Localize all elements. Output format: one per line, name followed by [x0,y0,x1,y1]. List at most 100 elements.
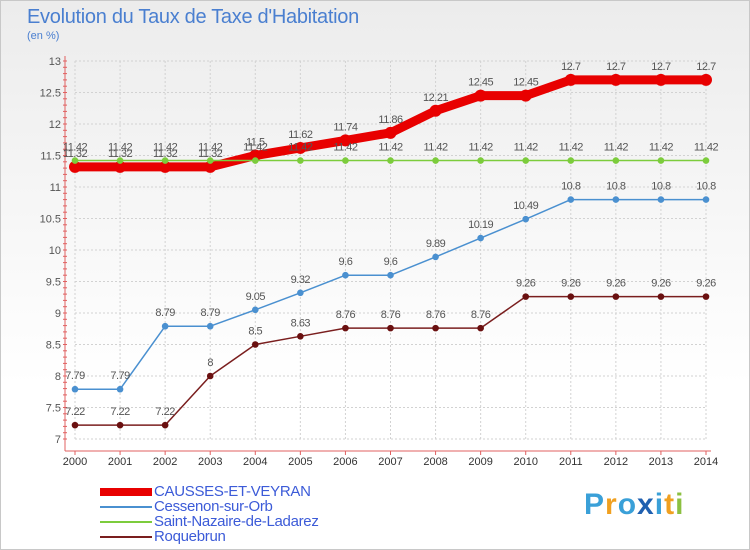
data-label: 12.45 [468,77,493,89]
data-point [567,293,575,300]
chart-title: Evolution du Taux de Taxe d'Habitation [27,6,359,28]
x-tick-label: 2003 [198,456,222,468]
data-point [657,196,665,203]
logo-letter: i [675,488,685,521]
data-point [161,322,169,330]
data-point [206,157,214,164]
series-roquebrun [71,293,710,429]
logo-letter: r [605,488,618,521]
data-label: 7.22 [155,406,175,418]
chart-unit-label: (en %) [27,30,60,42]
data-point [206,322,214,330]
data-label: 11.42 [198,142,223,154]
data-point [432,157,439,164]
legend-swatch [100,536,152,538]
data-point [339,134,352,147]
data-label: 11.32 [153,148,178,160]
data-point [384,126,397,139]
legend-label: CAUSSES-ET-VEYRAN [154,483,311,500]
data-label: 9.26 [606,278,626,290]
data-label: 11.42 [63,142,88,154]
data-point [474,89,487,102]
data-label: 11.42 [108,142,133,154]
data-label: 11.62 [288,129,313,141]
data-point [657,293,665,300]
data-point [567,157,575,164]
data-label: 11.42 [153,142,178,154]
data-point [477,234,484,242]
data-label: 9.32 [291,274,311,286]
data-point [116,385,124,393]
data-label: 8.79 [201,307,221,319]
data-label: 9.26 [696,278,716,290]
data-label: 8.76 [336,309,356,321]
logo-letter: P [584,488,606,521]
data-label: 9.6 [384,256,398,268]
data-label: 11.42 [514,142,539,154]
y-tick-label: 11 [50,182,61,194]
legend-swatch [100,488,152,496]
y-tick-label: 12 [49,119,61,131]
data-label: 8.63 [291,317,311,329]
data-label: 11.32 [198,148,223,160]
data-point [702,293,710,300]
data-label: 7.79 [65,370,85,382]
x-tick-label: 2009 [468,456,492,468]
x-tick-label: 2002 [153,456,177,468]
y-tick-label: 8 [55,371,61,383]
data-label: 9.05 [246,291,266,303]
x-tick-label: 2007 [378,456,402,468]
series-causses-et-veyran [69,73,712,173]
data-point [294,141,307,154]
data-point [654,73,667,86]
y-tick-label: 8.5 [46,340,61,352]
data-point [519,89,532,102]
legend-label: Cessenon-sur-Orb [154,498,273,515]
data-label: 10.19 [468,219,493,231]
data-point [297,157,304,164]
data-point [657,157,665,164]
data-point [522,215,530,223]
y-tick-label: 9 [55,308,61,320]
data-label: 11.32 [108,148,133,160]
data-label: 10.8 [696,181,716,193]
data-point [69,160,81,173]
data-label: 11.32 [63,148,88,160]
y-tick-label: 7.5 [46,403,61,415]
series-cessenon-sur-orb [71,196,710,393]
proxiti-logo: Proxiti [584,488,684,522]
data-point [522,157,530,164]
data-point [522,293,530,300]
data-point [387,324,394,332]
data-label: 10.8 [606,181,626,193]
x-tick-label: 2008 [423,456,447,468]
x-tick-label: 2013 [649,456,673,468]
data-point [114,160,127,173]
data-point [564,73,577,86]
data-label: 11.42 [469,142,494,154]
data-label: 8 [207,357,213,369]
data-label: 9.6 [339,256,353,268]
data-label: 12.7 [606,61,626,73]
data-label: 10.8 [561,181,581,193]
data-label: 11.74 [333,121,358,133]
data-point [251,306,259,314]
data-point [161,157,169,164]
logo-letter: x [637,488,655,521]
y-tick-label: 10 [49,245,61,257]
data-label: 11.42 [243,142,268,154]
data-point [204,160,217,173]
data-label: 8.76 [426,309,446,321]
y-tick-label: 10.5 [40,214,61,226]
data-label: 11.86 [378,114,403,126]
data-point [71,421,79,429]
data-label: 9.26 [651,278,671,290]
data-point [432,253,439,261]
data-label: 9.89 [426,238,446,250]
data-label: 11.42 [288,142,313,154]
data-point [116,157,124,164]
data-point [477,157,484,164]
data-point [161,421,169,429]
data-label: 9.26 [516,278,536,290]
data-point [159,160,172,173]
